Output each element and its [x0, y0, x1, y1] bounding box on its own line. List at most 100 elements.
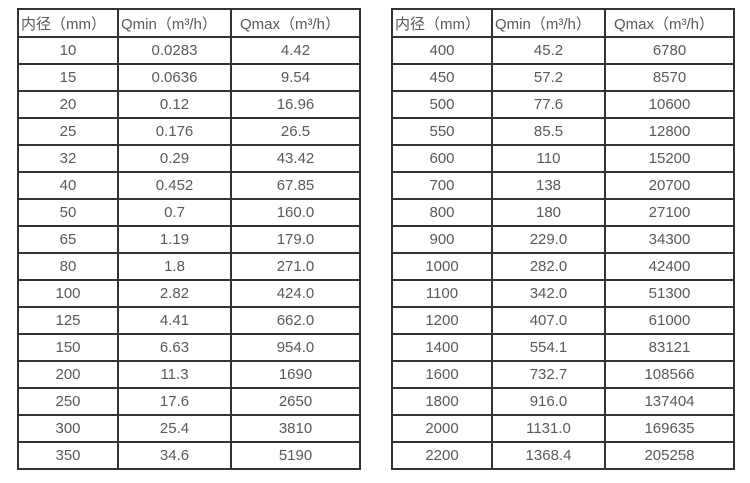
table-cell: 0.29: [117, 144, 232, 173]
table-row: 25 0.176 26.5: [17, 117, 361, 146]
column-header: 内径（mm）: [17, 8, 119, 38]
table-row: 1800 916.0 137404: [391, 387, 735, 416]
table-cell: 271.0: [230, 252, 361, 281]
table-cell: 34300: [604, 225, 735, 254]
table-row: 2000 1131.0 169635: [391, 414, 735, 443]
table-cell: 110: [491, 144, 606, 173]
table-row: 1200 407.0 61000: [391, 306, 735, 335]
table-row: 32 0.29 43.42: [17, 144, 361, 173]
table-cell: 8570: [604, 63, 735, 92]
table-cell: 3810: [230, 414, 361, 443]
table-row: 15 0.0636 9.54: [17, 63, 361, 92]
table-cell: 0.7: [117, 198, 232, 227]
table-row: 350 34.6 5190: [17, 441, 361, 470]
table-cell: 5190: [230, 441, 361, 470]
flow-table-right: 内径（mm） Qmin（m³/h） Qmax（m³/h） 400 45.2 6780 450…: [391, 8, 735, 470]
table-cell: 554.1: [491, 333, 606, 362]
table-row: 600 110 15200: [391, 144, 735, 173]
table-cell: 900: [391, 225, 493, 254]
table-cell: 15: [17, 63, 119, 92]
table-row: 1000 282.0 42400: [391, 252, 735, 281]
table-cell: 20700: [604, 171, 735, 200]
table-cell: 45.2: [491, 36, 606, 65]
table-cell: 0.452: [117, 171, 232, 200]
table-cell: 100: [17, 279, 119, 308]
table-cell: 20: [17, 90, 119, 119]
header-row: 内径（mm） Qmin（m³/h） Qmax（m³/h）: [17, 8, 361, 38]
table-cell: 6780: [604, 36, 735, 65]
table-row: 450 57.2 8570: [391, 63, 735, 92]
table-cell: 10: [17, 36, 119, 65]
table-cell: 662.0: [230, 306, 361, 335]
table-cell: 85.5: [491, 117, 606, 146]
table-cell: 1800: [391, 387, 493, 416]
table-row: 40 0.452 67.85: [17, 171, 361, 200]
table-cell: 1000: [391, 252, 493, 281]
table-cell: 407.0: [491, 306, 606, 335]
table-cell: 0.176: [117, 117, 232, 146]
table-cell: 1600: [391, 360, 493, 389]
table-row: 125 4.41 662.0: [17, 306, 361, 335]
column-header: 内径（mm）: [391, 8, 493, 38]
table-cell: 4.42: [230, 36, 361, 65]
flow-table-left: 内径（mm） Qmin（m³/h） Qmax（m³/h） 10 0.0283 4.42 15…: [17, 8, 361, 470]
table-row: 400 45.2 6780: [391, 36, 735, 65]
table-cell: 300: [17, 414, 119, 443]
table-cell: 916.0: [491, 387, 606, 416]
table-cell: 77.6: [491, 90, 606, 119]
table-cell: 342.0: [491, 279, 606, 308]
table-row: 1400 554.1 83121: [391, 333, 735, 362]
table-cell: 1100: [391, 279, 493, 308]
column-header: Qmin（m³/h）: [117, 8, 232, 38]
table-cell: 282.0: [491, 252, 606, 281]
table-cell: 16.96: [230, 90, 361, 119]
table-cell: 954.0: [230, 333, 361, 362]
table-cell: 17.6: [117, 387, 232, 416]
table-cell: 0.0636: [117, 63, 232, 92]
table-cell: 169635: [604, 414, 735, 443]
table-cell: 1.8: [117, 252, 232, 281]
table-cell: 1200: [391, 306, 493, 335]
column-header: Qmin（m³/h）: [491, 8, 606, 38]
table-cell: 160.0: [230, 198, 361, 227]
table-cell: 1690: [230, 360, 361, 389]
table-row: 300 25.4 3810: [17, 414, 361, 443]
table-cell: 1400: [391, 333, 493, 362]
table-cell: 229.0: [491, 225, 606, 254]
table-cell: 15200: [604, 144, 735, 173]
table-cell: 125: [17, 306, 119, 335]
table-row: 65 1.19 179.0: [17, 225, 361, 254]
table-cell: 180: [491, 198, 606, 227]
table-cell: 108566: [604, 360, 735, 389]
table-cell: 25: [17, 117, 119, 146]
table-cell: 6.63: [117, 333, 232, 362]
table-cell: 600: [391, 144, 493, 173]
table-row: 900 229.0 34300: [391, 225, 735, 254]
table-row: 800 180 27100: [391, 198, 735, 227]
column-header: Qmax（m³/h）: [604, 8, 735, 38]
table-cell: 138: [491, 171, 606, 200]
table-row: 550 85.5 12800: [391, 117, 735, 146]
table-cell: 4.41: [117, 306, 232, 335]
table-cell: 2.82: [117, 279, 232, 308]
table-cell: 83121: [604, 333, 735, 362]
table-cell: 26.5: [230, 117, 361, 146]
table-cell: 9.54: [230, 63, 361, 92]
table-cell: 12800: [604, 117, 735, 146]
table-cell: 43.42: [230, 144, 361, 173]
table-row: 200 11.3 1690: [17, 360, 361, 389]
table-cell: 500: [391, 90, 493, 119]
table-cell: 732.7: [491, 360, 606, 389]
table-cell: 424.0: [230, 279, 361, 308]
table-cell: 50: [17, 198, 119, 227]
table-cell: 2650: [230, 387, 361, 416]
table-cell: 450: [391, 63, 493, 92]
table-row: 50 0.7 160.0: [17, 198, 361, 227]
table-cell: 250: [17, 387, 119, 416]
table-row: 20 0.12 16.96: [17, 90, 361, 119]
table-row: 80 1.8 271.0: [17, 252, 361, 281]
table-cell: 51300: [604, 279, 735, 308]
table-cell: 150: [17, 333, 119, 362]
table-cell: 1.19: [117, 225, 232, 254]
